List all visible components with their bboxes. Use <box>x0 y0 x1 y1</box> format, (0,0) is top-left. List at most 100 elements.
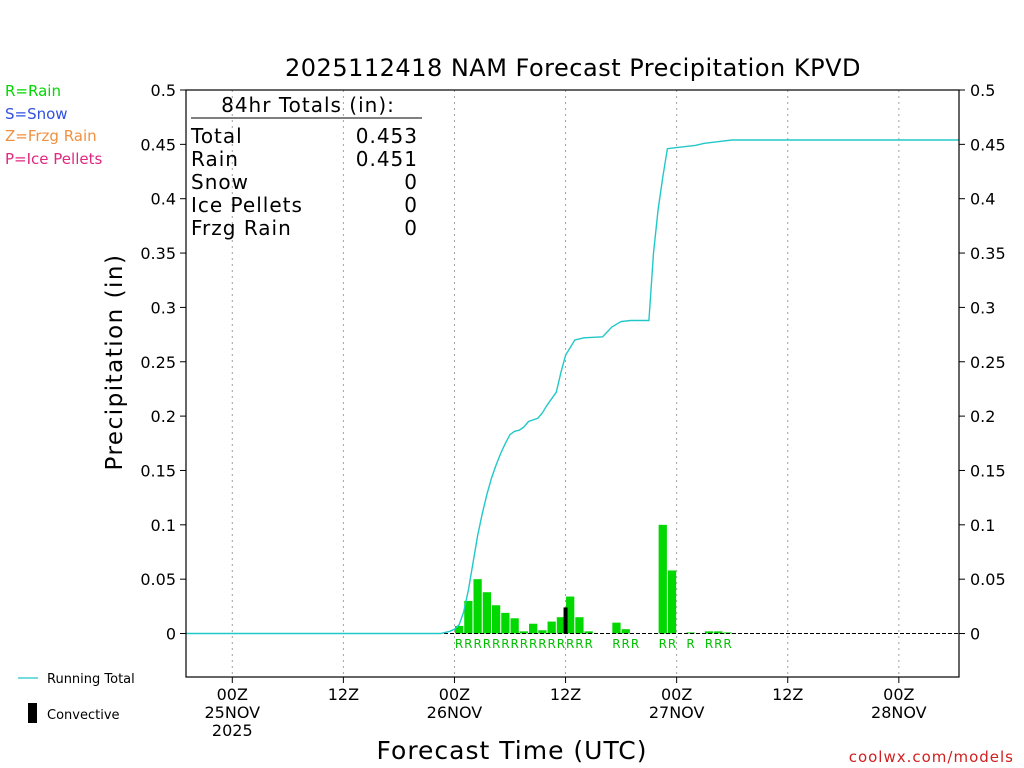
x-tick-label-0-2: 2025 <box>212 721 253 740</box>
y-tick-label-left-0: 0 <box>166 625 176 644</box>
y-tick-label-left-5: 0.25 <box>140 353 176 372</box>
ptype-marker-11: R <box>557 637 565 651</box>
ptype-marker-14: R <box>585 637 593 651</box>
x-tick-label-2-1: 26NOV <box>427 703 483 722</box>
rain-bar-5 <box>501 612 510 634</box>
y-tick-label-right-1: 0.05 <box>970 570 1006 589</box>
series-legend: Running Total Convective <box>18 672 135 723</box>
rain-bar-22 <box>723 632 732 634</box>
rain-bar-12 <box>566 596 575 634</box>
totals-label-frzg-rain: Frzg Rain <box>191 216 292 240</box>
rain-bar-3 <box>482 592 491 634</box>
y-tick-label-right-9: 0.45 <box>970 135 1006 154</box>
rain-bar-0 <box>454 625 464 634</box>
totals-label-total: Total <box>190 124 243 148</box>
x-tick-label-5-0: 12Z <box>772 685 803 704</box>
totals-value-frzg-rain: 0 <box>404 216 418 240</box>
y-tick-label-left-7: 0.35 <box>140 244 176 263</box>
ptype-marker-3: R <box>483 637 491 651</box>
x-gridlines <box>231 90 900 677</box>
running-total-line <box>186 139 959 635</box>
legend-snow: S=Snow <box>5 105 68 123</box>
plot-frame <box>185 89 960 678</box>
running-total-polyline <box>186 139 959 635</box>
x-tick-label-2-0: 00Z <box>439 685 470 704</box>
ptype-marker-17: R <box>631 637 639 651</box>
rain-bar-6 <box>510 618 519 634</box>
totals-heading: 84hr Totals (in): <box>221 93 395 117</box>
totals-value-ice-pellets: 0 <box>404 193 418 217</box>
rain-bar-19 <box>686 632 695 634</box>
y-tick-label-left-10: 0.5 <box>151 81 176 100</box>
y-tick-label-left-9: 0.45 <box>140 135 176 154</box>
legend-frzg-rain: Z=Frzg Rain <box>5 127 97 145</box>
y-tick-label-right-2: 0.1 <box>970 516 995 535</box>
x-tick-label-6-0: 00Z <box>883 685 914 704</box>
ptype-marker-22: R <box>714 637 722 651</box>
y-tick-label-right-4: 0.2 <box>970 407 995 426</box>
y-tick-label-left-3: 0.15 <box>140 461 176 480</box>
plot-border <box>185 89 960 678</box>
rain-bar-21 <box>714 631 723 634</box>
ptype-marker-16: R <box>622 637 630 651</box>
ptype-marker-13: R <box>575 637 583 651</box>
ptype-marker-4: R <box>492 637 500 651</box>
ptype-marker-12: R <box>566 637 574 651</box>
x-tick-label-6-1: 28NOV <box>871 703 927 722</box>
rain-bar-18 <box>667 570 677 634</box>
ptype-marker-20: R <box>686 637 694 651</box>
x-axis-title: Forecast Time (UTC) <box>377 736 648 765</box>
credit-text: coolwx.com/models <box>849 748 1014 766</box>
totals-value-snow: 0 <box>404 170 418 194</box>
ptype-marker-6: R <box>510 637 518 651</box>
y-tick-label-right-0: 0 <box>970 625 980 644</box>
rain-bar-1 <box>464 600 473 634</box>
ptype-marker-1: R <box>464 637 472 651</box>
ptype-marker-0: R <box>455 637 463 651</box>
y-tick-label-right-7: 0.35 <box>970 244 1006 263</box>
y-tick-label-left-1: 0.05 <box>140 570 176 589</box>
ptype-marker-15: R <box>612 637 620 651</box>
totals-value-total: 0.453 <box>356 124 418 148</box>
legend-running-total: Running Total <box>47 672 135 687</box>
y-tick-label-right-10: 0.5 <box>970 81 995 100</box>
rain-bar-20 <box>704 631 714 634</box>
x-tick-label-4-0: 00Z <box>661 685 692 704</box>
ptype-marker-8: R <box>529 637 537 651</box>
rain-bar-4 <box>491 605 501 634</box>
rain-bar-17 <box>658 524 667 634</box>
x-tick-label-4-1: 27NOV <box>649 703 705 722</box>
ptype-legend: R=Rain S=Snow Z=Frzg Rain P=Ice Pellets <box>5 82 102 168</box>
precip-bars <box>454 524 732 634</box>
ptype-marker-5: R <box>501 637 509 651</box>
legend-rain: R=Rain <box>5 82 61 100</box>
ptype-marker-18: R <box>659 637 667 651</box>
y-tick-label-left-8: 0.4 <box>151 190 176 209</box>
totals-value-rain: 0.451 <box>356 147 418 171</box>
rain-bar-14 <box>584 631 593 634</box>
rain-bar-11 <box>556 617 566 634</box>
rain-bar-16 <box>621 629 630 634</box>
y-tick-label-left-6: 0.3 <box>151 298 176 317</box>
convective-swatch <box>28 703 37 723</box>
y-axis-left: 0 0.05 0.1 0.15 0.2 0.25 0.3 0.35 0.4 0.45 0.5 <box>140 81 186 644</box>
rain-bar-15 <box>612 622 621 634</box>
ptype-marker-9: R <box>538 637 546 651</box>
totals-label-snow: Snow <box>191 170 249 194</box>
x-tick-label-3-0: 12Z <box>550 685 581 704</box>
rain-bar-10 <box>547 621 556 634</box>
totals-box: 84hr Totals (in): Total 0.453 Rain 0.451… <box>190 93 422 240</box>
y-axis-right: 0 0.05 0.1 0.15 0.2 0.25 0.3 0.35 0.4 0.45 0.5 <box>959 81 1006 644</box>
totals-label-ice-pellets: Ice Pellets <box>191 193 303 217</box>
rain-bar-13 <box>575 617 584 634</box>
legend-convective: Convective <box>47 708 120 723</box>
rain-bar-7 <box>519 631 529 634</box>
rain-bar-8 <box>529 623 538 634</box>
convective-bar-0 <box>563 607 568 634</box>
ptype-marker-19: R <box>668 637 676 651</box>
y-tick-label-left-2: 0.1 <box>151 516 176 535</box>
x-tick-label-0-0: 00Z <box>217 685 248 704</box>
y-tick-label-right-5: 0.25 <box>970 353 1006 372</box>
